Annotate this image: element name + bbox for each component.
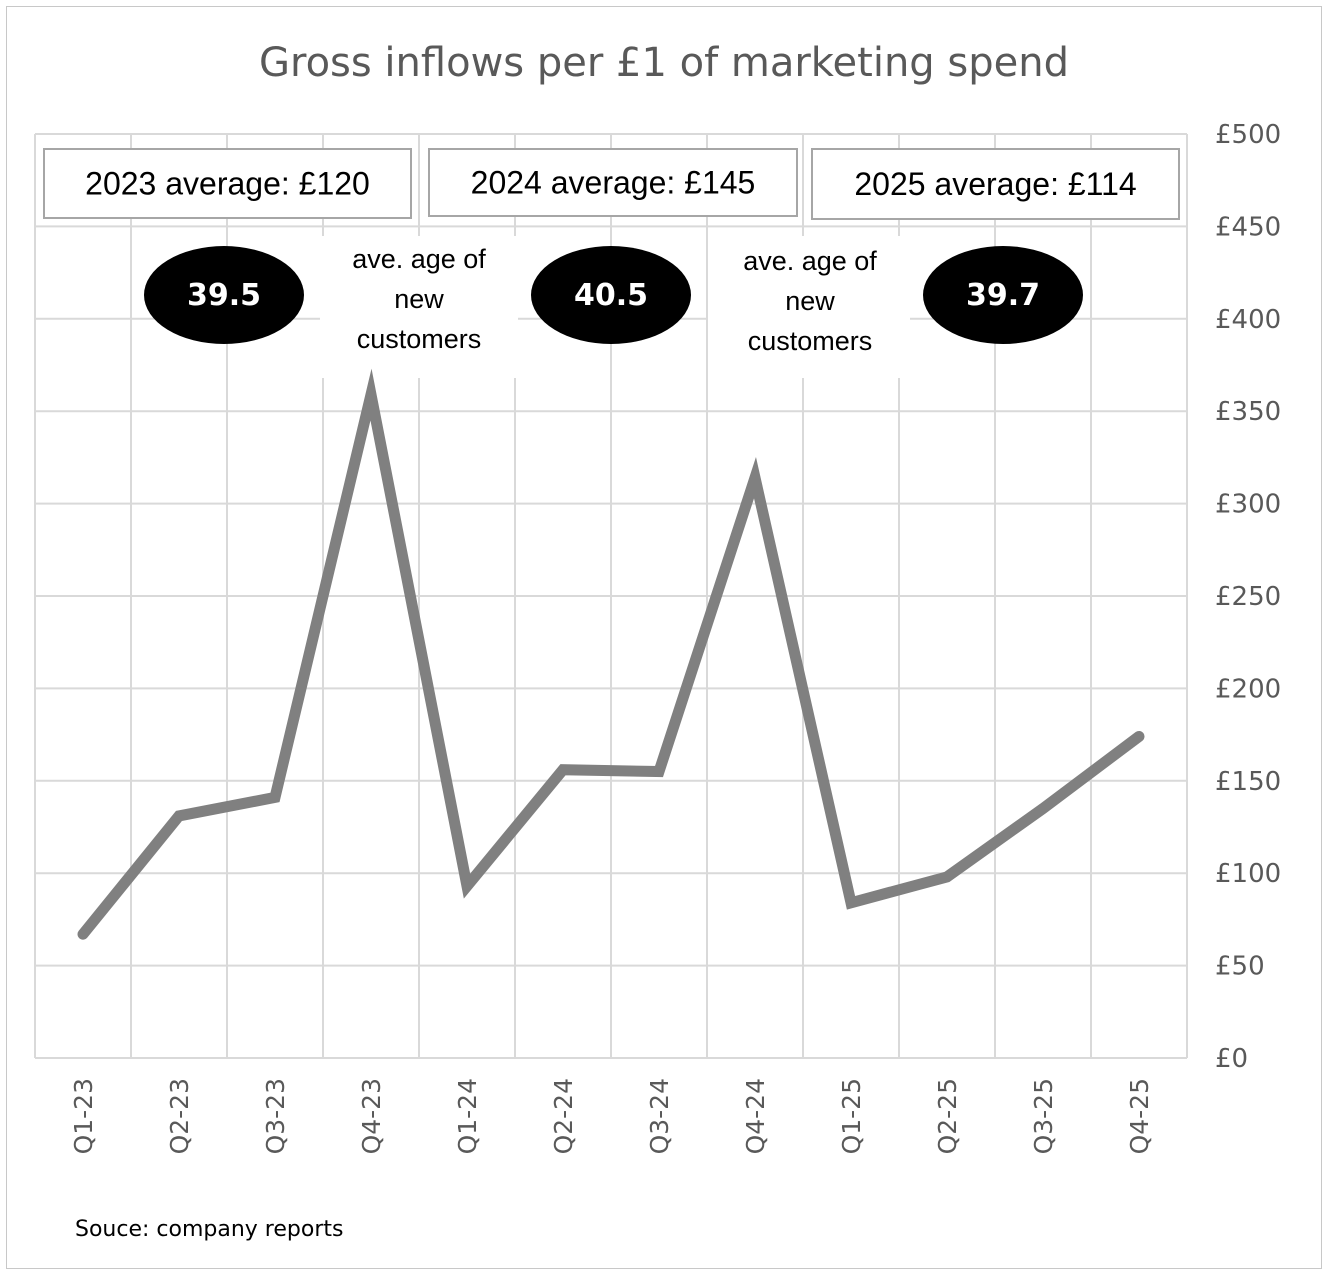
x-tick-label: Q2-24 [549,1078,578,1154]
age-label-line: ave. age of [743,246,877,276]
y-tick-label: £50 [1215,952,1265,982]
y-tick-label: £450 [1215,212,1281,242]
y-tick-label: £150 [1215,767,1281,797]
x-tick-label: Q2-23 [165,1078,194,1154]
annotations: 2023 average: £120 2024 average: £145 2025… [85,165,1137,357]
age-label-line: new [394,284,444,314]
age-label-line: new [785,286,835,316]
age-badge-2 [531,246,691,344]
x-tick-label: Q1-24 [453,1078,482,1154]
age-label-panel-2 [708,236,910,378]
data-point-Q4-24 [754,477,756,479]
series-layer [77,368,1145,940]
average-label-3: 2025 average: £114 [854,166,1136,202]
x-tick-label: Q3-23 [261,1078,290,1154]
average-label-1: 2023 average: £120 [85,166,370,202]
average-box-2 [428,148,798,217]
y-tick-label: £500 [1215,120,1281,150]
age-value-2: 40.5 [574,278,648,313]
data-point-Q3-23 [274,796,276,798]
chart-frame [6,6,1322,1269]
data-point-Q2-23 [178,815,180,817]
y-axis-ticks: £0 £50 £100 £150 £200 £250 £300 £350 £400 £450 £50… [1215,120,1281,1074]
y-tick-label: £100 [1215,859,1281,889]
age-label-line: ave. age of [352,244,486,274]
x-tick-label: Q1-25 [837,1078,866,1154]
y-tick-label: £300 [1215,490,1281,520]
data-point-Q3-25 [1042,808,1044,810]
data-point-Q1-23 [82,933,84,935]
age-label-line: customers [748,326,873,356]
y-tick-label: £400 [1215,305,1281,335]
age-label-panel-1 [320,236,518,378]
age-badge-1 [144,246,304,344]
y-tick-label: £200 [1215,674,1281,704]
x-tick-label: Q4-25 [1125,1078,1154,1154]
age-value-1: 39.5 [187,278,261,313]
x-axis-ticks: Q1-23 Q2-23 Q3-23 Q4-23 Q1-24 Q2-24 Q3-24 Q4-24… [69,1078,1154,1154]
data-point-Q1-24 [466,885,468,887]
age-label-line: customers [357,324,482,354]
x-tick-label: Q4-23 [357,1078,386,1154]
average-box-3 [811,148,1180,220]
y-tick-label: £250 [1215,582,1281,612]
x-tick-label: Q1-23 [69,1078,98,1154]
data-point-Q1-25 [850,902,852,904]
age-value-3: 39.7 [966,278,1040,313]
x-tick-label: Q2-25 [933,1078,962,1154]
average-box-1 [43,148,412,219]
average-label-2: 2024 average: £145 [471,165,756,201]
x-tick-label: Q3-25 [1029,1078,1058,1154]
data-point-Q4-25 [1138,735,1140,737]
y-tick-label: £0 [1215,1044,1248,1074]
source-note: Souce: company reports [75,1217,343,1242]
data-point-Q4-23 [370,394,372,396]
data-point-Q3-24 [658,771,660,773]
x-tick-label: Q3-24 [645,1078,674,1154]
chart-title: Gross inflows per £1 of marketing spend [259,40,1069,86]
x-tick-label: Q4-24 [741,1078,770,1154]
annotation-backgrounds [43,148,1180,378]
age-badge-3 [923,246,1083,344]
y-tick-label: £350 [1215,397,1281,427]
data-point-Q2-24 [562,769,564,771]
data-point-Q2-25 [946,876,948,878]
series-line [77,368,1145,940]
